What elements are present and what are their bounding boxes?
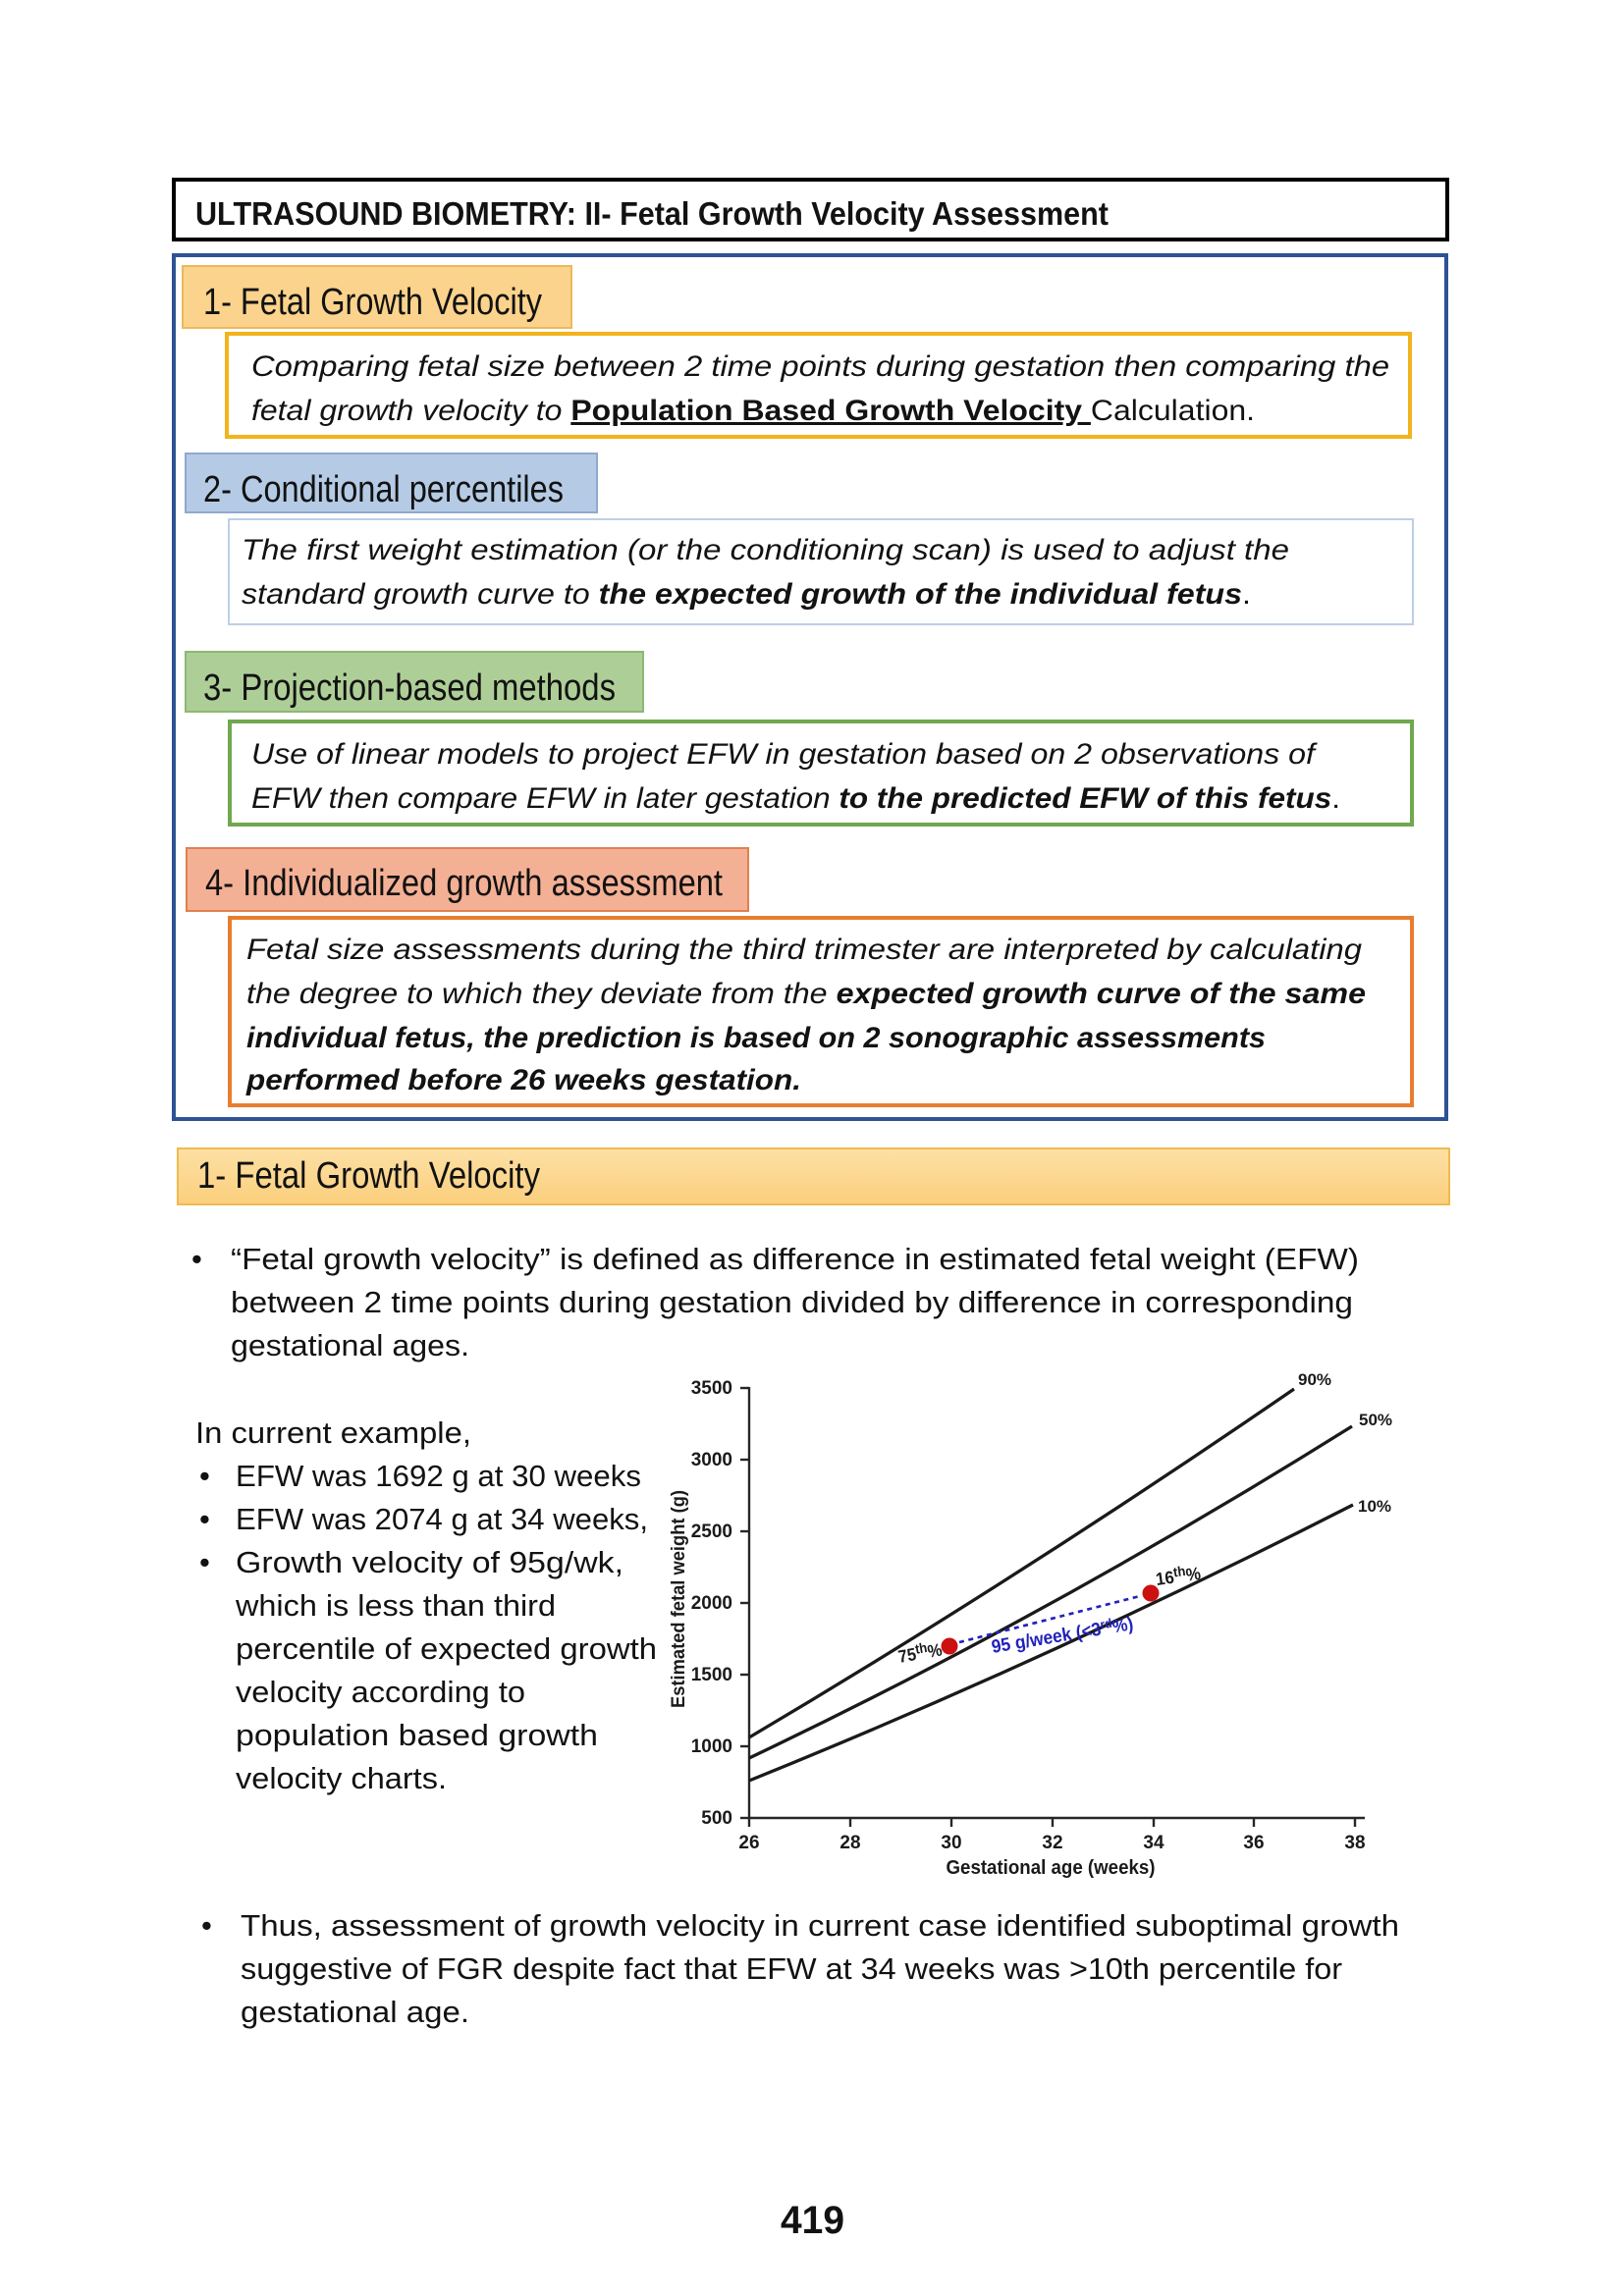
svg-text:Estimated fetal weight (g): Estimated fetal weight (g)	[669, 1490, 689, 1708]
svg-text:50%: 50%	[1359, 1411, 1392, 1429]
svg-text:3000: 3000	[691, 1450, 732, 1470]
svg-text:90%: 90%	[1298, 1370, 1331, 1389]
svg-text:28: 28	[839, 1833, 860, 1853]
svg-text:2000: 2000	[691, 1593, 732, 1614]
svg-text:36: 36	[1243, 1833, 1264, 1853]
svg-text:1500: 1500	[691, 1665, 732, 1685]
svg-text:Gestational age (weeks): Gestational age (weeks)	[947, 1857, 1156, 1879]
svg-text:3500: 3500	[691, 1378, 732, 1399]
svg-text:38: 38	[1344, 1833, 1365, 1853]
svg-text:26: 26	[738, 1833, 759, 1853]
svg-text:32: 32	[1042, 1833, 1062, 1853]
svg-text:30: 30	[941, 1833, 961, 1853]
svg-text:2500: 2500	[691, 1522, 732, 1542]
svg-text:10%: 10%	[1358, 1497, 1391, 1516]
svg-text:34: 34	[1143, 1833, 1164, 1853]
svg-text:1000: 1000	[691, 1736, 732, 1757]
svg-text:95 g/week (<3rd%): 95 g/week (<3rd%)	[990, 1612, 1135, 1658]
svg-text:500: 500	[701, 1808, 732, 1829]
svg-text:75th%: 75th%	[896, 1636, 944, 1666]
